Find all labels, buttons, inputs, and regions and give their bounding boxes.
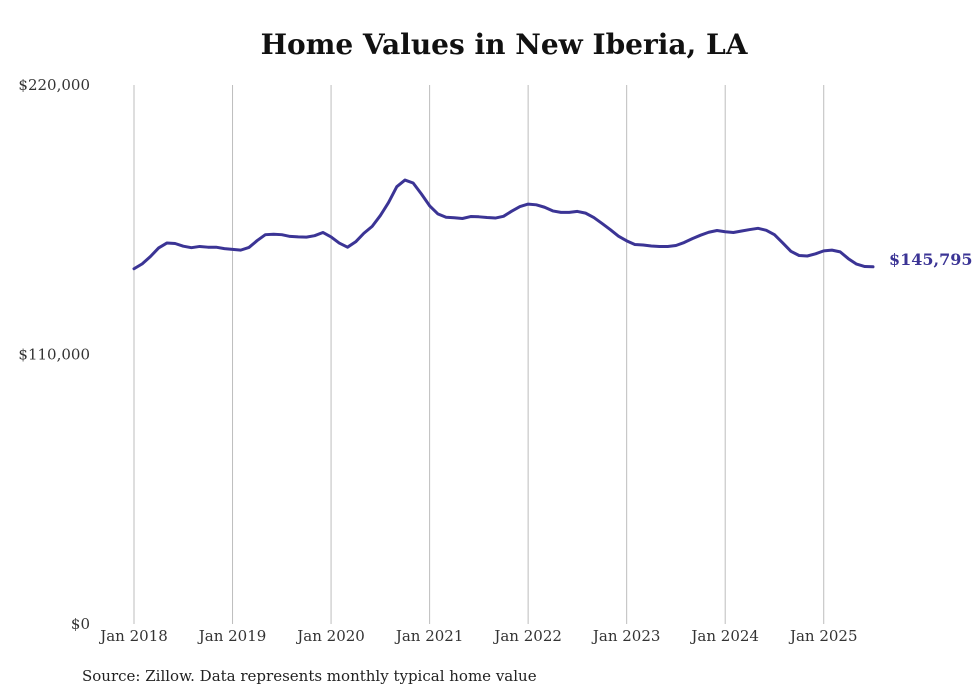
x-axis-ticks: Jan 2018 Jan 2019 Jan 2020 Jan 2021 Jan 2022…	[98, 627, 857, 645]
end-value-label: $145,795	[889, 250, 973, 269]
x-tick-label-2: Jan 2020	[295, 627, 365, 645]
x-tick-label-7: Jan 2025	[788, 627, 858, 645]
x-tick-label-0: Jan 2018	[98, 627, 168, 645]
x-tick-label-6: Jan 2024	[689, 627, 759, 645]
x-tick-label-4: Jan 2022	[492, 627, 562, 645]
x-tick-label-3: Jan 2021	[394, 627, 464, 645]
chart-title: Home Values in New Iberia, LA	[260, 28, 748, 61]
source-note: Source: Zillow. Data represents monthly …	[82, 667, 537, 685]
y-tick-label-1: $110,000	[18, 346, 90, 364]
y-tick-label-0: $0	[71, 615, 90, 633]
gridlines	[133, 85, 825, 624]
x-tick-label-1: Jan 2019	[197, 627, 267, 645]
y-axis-ticks: $0 $110,000 $220,000	[18, 76, 90, 633]
x-tick-label-5: Jan 2023	[591, 627, 661, 645]
y-tick-label-2: $220,000	[18, 76, 90, 94]
series-line-home-value	[132, 178, 875, 271]
